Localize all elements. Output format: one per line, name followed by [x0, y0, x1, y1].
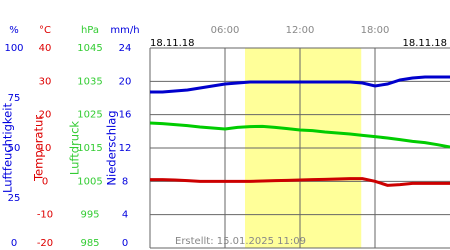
axis-unit: °C: [39, 25, 51, 36]
x-tick-label: 18:00: [361, 25, 390, 36]
y-tick-label: 10: [39, 143, 52, 154]
y-tick-label: 50: [8, 143, 21, 154]
y-tick-label: 1005: [77, 176, 102, 187]
date-start: 18.11.18: [150, 38, 195, 49]
series-line: [150, 75, 450, 94]
x-tick-label: 12:00: [286, 25, 315, 36]
y-tick-label: -20: [37, 238, 53, 249]
date-end: 18.11.18: [402, 38, 447, 49]
y-tick-label: 1015: [77, 143, 102, 154]
y-tick-label: 8: [122, 176, 128, 187]
y-tick-label: 16: [119, 110, 132, 121]
y-tick-label: 20: [119, 76, 132, 87]
y-tick-label: 0: [42, 176, 48, 187]
y-tick-label: -10: [37, 210, 53, 221]
axis-title: Niederschlag: [105, 110, 119, 185]
y-tick-label: 1025: [77, 110, 102, 121]
y-tick-label: 20: [39, 110, 52, 121]
y-tick-label: 1035: [77, 76, 102, 87]
x-tick-label: 06:00: [211, 25, 240, 36]
y-tick-label: 100: [4, 43, 23, 54]
y-tick-label: 25: [8, 193, 21, 204]
series-line: [150, 177, 450, 187]
y-tick-label: 985: [80, 238, 99, 249]
y-tick-label: 1045: [77, 43, 102, 54]
y-tick-label: 40: [39, 43, 52, 54]
y-tick-label: 24: [119, 43, 132, 54]
y-tick-label: 30: [39, 76, 52, 87]
created-note: Erstellt: 15.01.2025 11:09: [175, 236, 306, 247]
y-tick-label: 995: [80, 210, 99, 221]
axis-unit: %: [9, 25, 19, 36]
series-line: [149, 121, 450, 149]
y-tick-label: 4: [122, 210, 128, 221]
axis-title: Luftdruck: [68, 121, 82, 175]
axis-title: Temperatur: [32, 115, 46, 182]
axis-title: Luftfeuchtigkeit: [1, 103, 15, 193]
y-tick-label: 0: [122, 238, 128, 249]
axis-unit: hPa: [81, 25, 99, 36]
y-tick-label: 0: [11, 238, 17, 249]
y-tick-label: 12: [119, 143, 132, 154]
y-tick-label: 75: [8, 93, 21, 104]
axis-unit: mm/h: [110, 25, 139, 36]
